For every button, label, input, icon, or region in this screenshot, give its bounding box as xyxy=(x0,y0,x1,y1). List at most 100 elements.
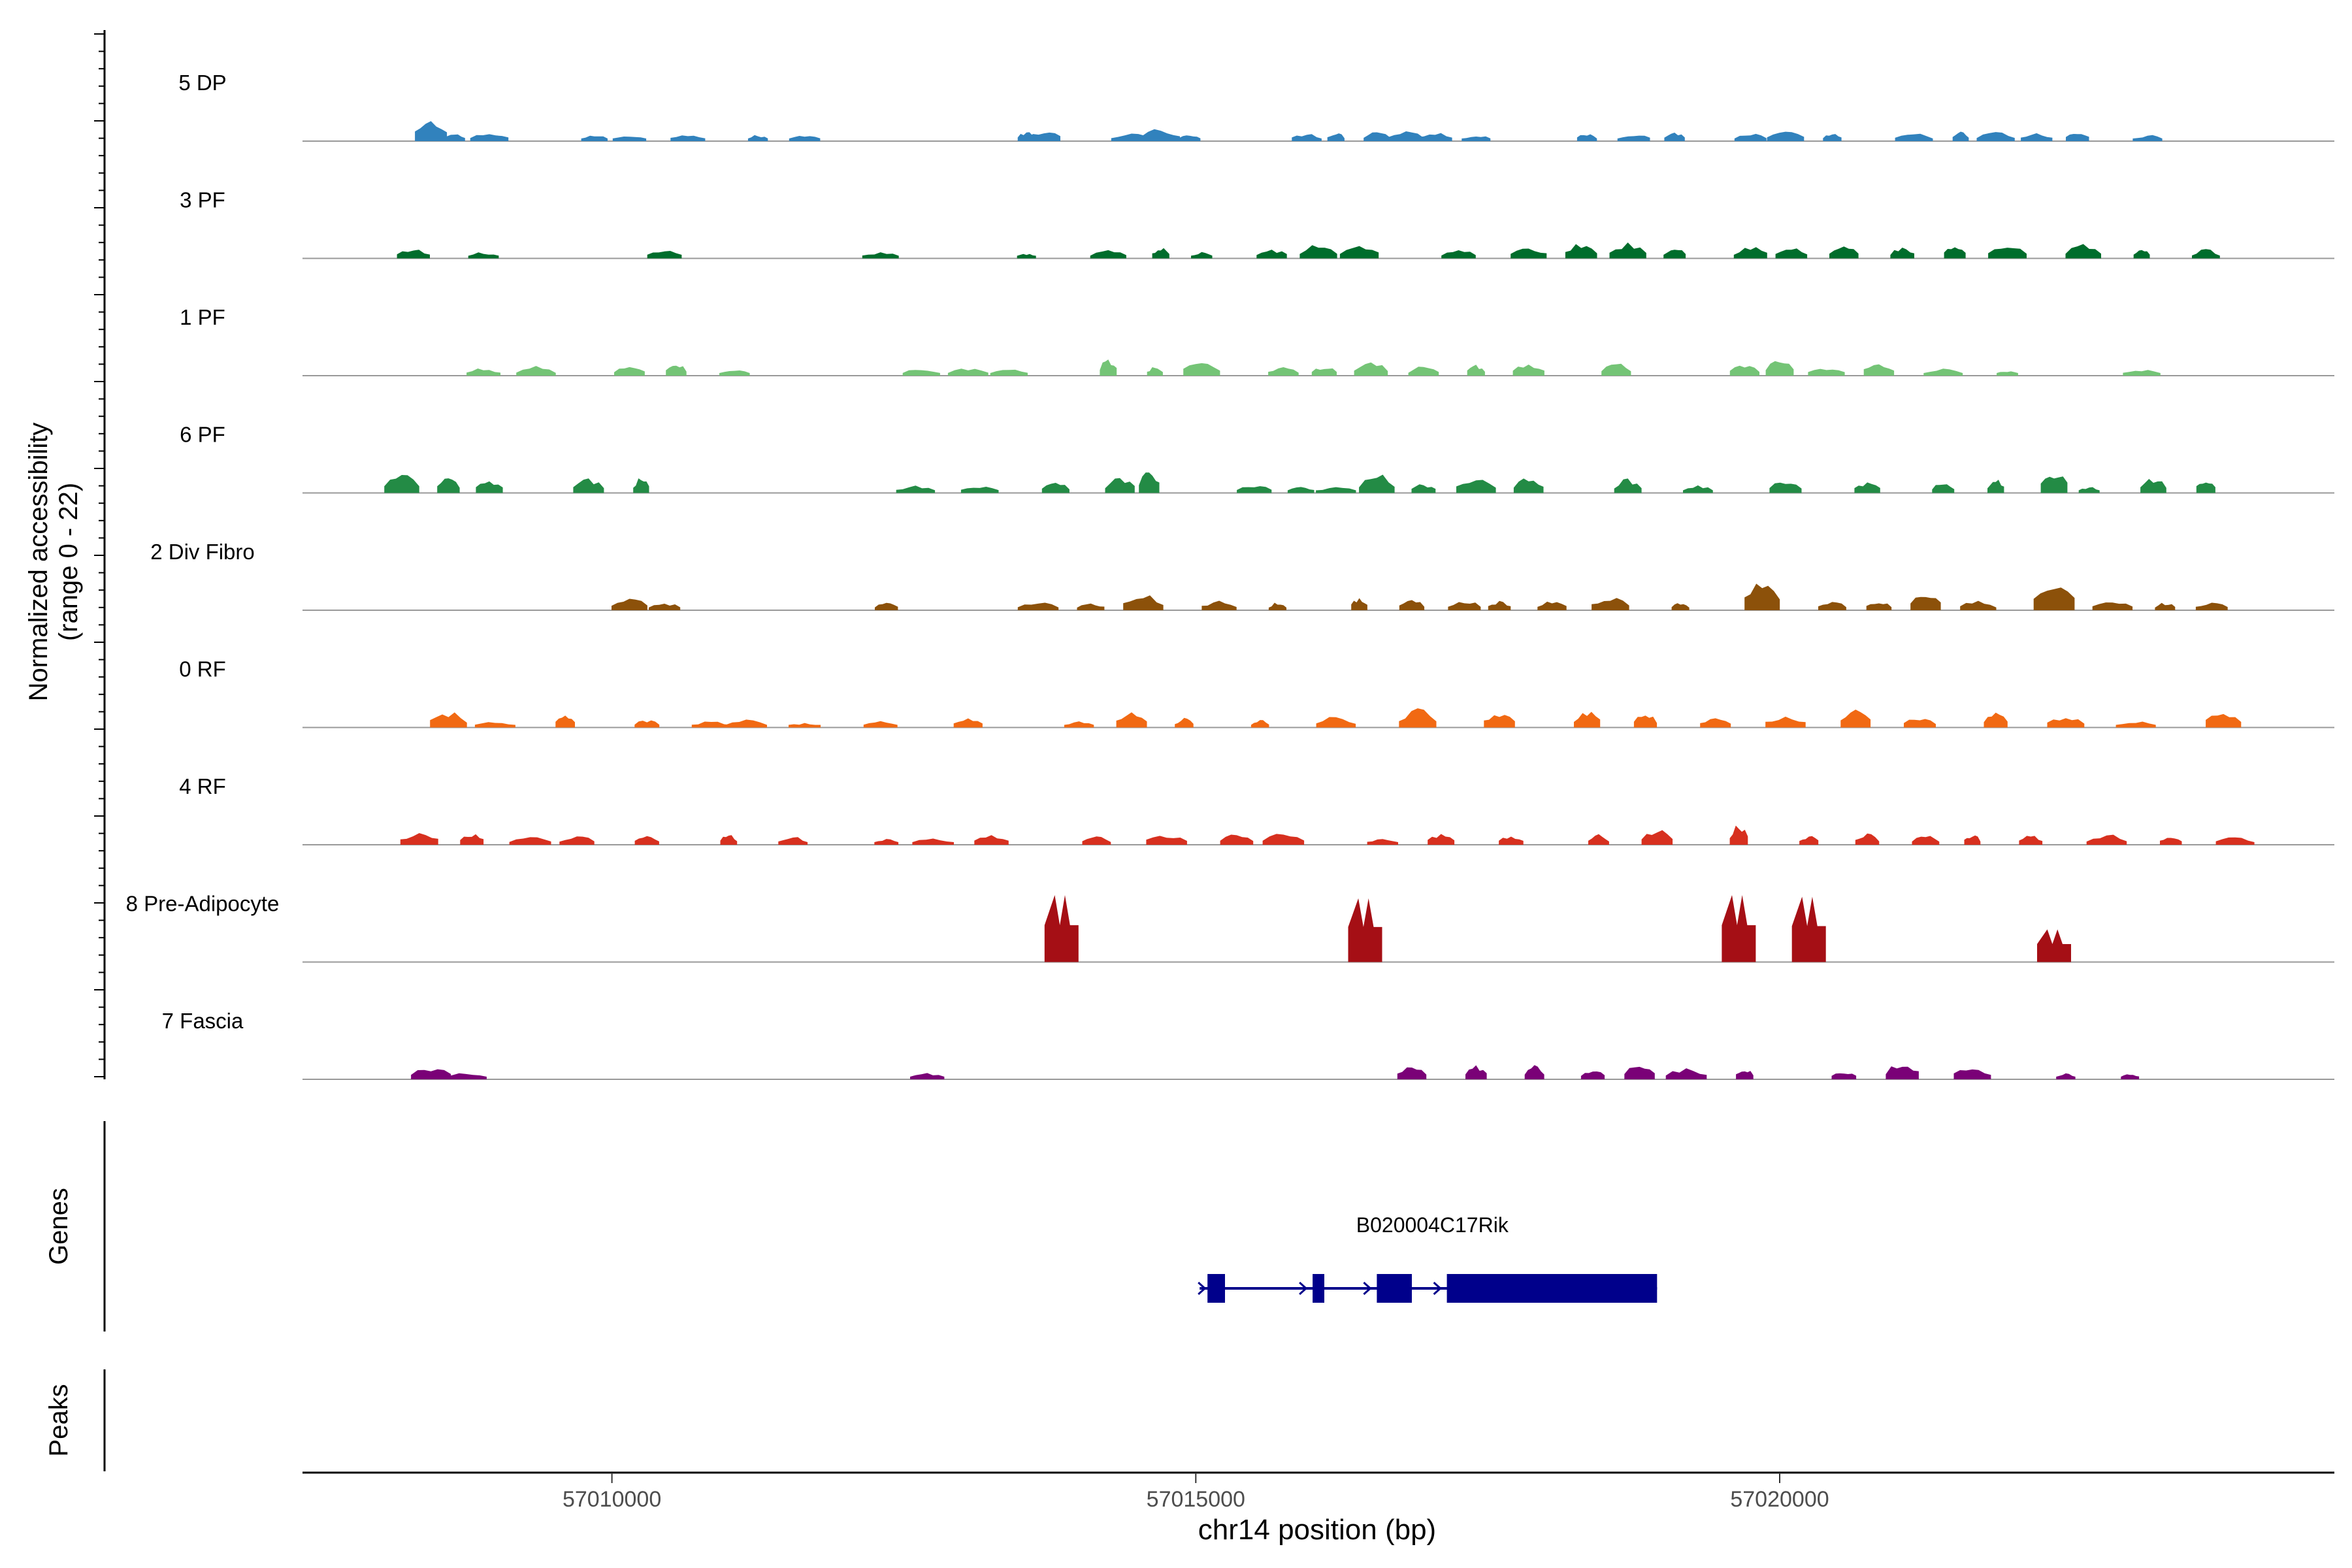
coverage-peak xyxy=(1700,718,1731,728)
coverage-peak xyxy=(509,837,551,845)
coverage-peak xyxy=(1141,129,1180,141)
coverage-peak xyxy=(1100,359,1117,376)
coverage-peak xyxy=(947,368,988,376)
coverage-peak xyxy=(555,715,575,728)
coverage-peak xyxy=(960,487,999,493)
coverage-peak xyxy=(1339,246,1379,259)
coverage-peak xyxy=(1311,368,1337,376)
coverage-peak xyxy=(1512,365,1544,376)
coverage-peak xyxy=(1733,247,1767,259)
coverage-peak xyxy=(1041,483,1070,493)
coverage-peak xyxy=(2086,834,2127,845)
coverage-peak xyxy=(1641,830,1673,845)
track-label: 0 RF xyxy=(179,657,226,681)
coverage-peak xyxy=(1953,1069,1991,1079)
coverage-peak xyxy=(1565,244,1597,259)
coverage-peak xyxy=(647,251,682,259)
coverage-peak xyxy=(476,481,503,493)
coverage-peak xyxy=(1411,484,1436,493)
peaks-axis-title: Peaks xyxy=(44,1384,73,1456)
coverage-peak xyxy=(953,718,983,728)
coverage-peak xyxy=(384,475,419,493)
coverage-peak xyxy=(1316,487,1356,493)
coverage-peak xyxy=(1886,1066,1919,1079)
gene-model: B020004C17Rik xyxy=(1198,1213,1658,1303)
coverage-peak xyxy=(1729,365,1759,376)
coverage-peak xyxy=(1220,834,1254,845)
coverage-panel: Normalized accessibility (range 0 - 22) … xyxy=(24,30,2334,1080)
coverage-peak xyxy=(1791,896,1826,962)
coverage-peak xyxy=(1467,365,1485,376)
coverage-peak xyxy=(1592,598,1629,610)
coverage-peak xyxy=(875,602,898,610)
coverage-peak xyxy=(1987,480,2004,493)
coverage-peak xyxy=(1964,835,1981,845)
coverage-peak xyxy=(1448,602,1481,610)
coverage-peak xyxy=(2155,602,2176,610)
coverage-peak xyxy=(2047,718,2085,728)
coverage-peak xyxy=(1256,250,1287,259)
coverage-peak xyxy=(1351,598,1367,610)
coverage-peak xyxy=(1923,368,1963,376)
coverage-peak xyxy=(725,719,767,728)
track-label: 6 PF xyxy=(180,423,225,447)
track: 2 Div Fibro xyxy=(150,540,2334,611)
coverage-peak xyxy=(2160,838,2182,845)
coverage-peak xyxy=(1105,478,1135,493)
coverage-peak xyxy=(1044,895,1079,962)
coverage-peak xyxy=(460,834,484,845)
coverage-peak xyxy=(1854,482,1880,493)
track-label: 5 DP xyxy=(178,71,226,95)
coverage-peak xyxy=(1866,603,1892,610)
strand-arrow xyxy=(1198,1281,1207,1296)
coverage-peak xyxy=(634,836,659,845)
coverage-peak xyxy=(1744,583,1780,610)
track-label: 3 PF xyxy=(180,188,225,212)
coverage-peak xyxy=(1147,367,1163,376)
coverage-peak xyxy=(516,366,556,376)
coverage-peak xyxy=(1829,246,1859,259)
coverage-peak xyxy=(2133,250,2150,259)
coverage-peak xyxy=(2121,1074,2140,1079)
track: 7 Fascia xyxy=(162,1009,2334,1080)
coverage-peak xyxy=(1077,603,1105,610)
coverage-peak xyxy=(789,136,821,141)
coverage-peak xyxy=(1116,712,1147,728)
coverage-peak xyxy=(912,838,954,845)
track-label: 8 Pre-Adipocyte xyxy=(126,892,280,916)
coverage-peak xyxy=(910,1073,945,1079)
coverage-peak xyxy=(614,367,645,376)
y-axis-title-line1: Normalized accessibility xyxy=(24,423,53,702)
x-axis-tick-label: 57020000 xyxy=(1730,1487,1829,1512)
coverage-peak xyxy=(2019,836,2043,845)
coverage-peak xyxy=(1090,250,1126,259)
coverage-peak xyxy=(2033,587,2075,610)
coverage-peak xyxy=(1729,825,1748,845)
coverage-peak xyxy=(633,478,649,493)
track-label: 7 Fascia xyxy=(162,1009,244,1033)
coverage-peak xyxy=(2040,476,2068,493)
track-label: 2 Div Fibro xyxy=(150,540,255,564)
coverage-peak xyxy=(470,134,509,141)
coverage-peak xyxy=(1665,1068,1707,1079)
track-label: 1 PF xyxy=(180,305,225,329)
coverage-y-axis-ticks xyxy=(94,33,105,1077)
coverage-peak xyxy=(1734,133,1767,141)
coverage-peak xyxy=(1580,1071,1605,1079)
coverage-peak xyxy=(1818,602,1846,610)
coverage-peak xyxy=(1904,719,1936,728)
coverage-peak xyxy=(1428,834,1455,845)
coverage-peak xyxy=(1082,836,1111,845)
gene-exon xyxy=(1446,1274,1658,1303)
coverage-peak xyxy=(1367,839,1398,845)
coverage-peak xyxy=(2123,370,2161,376)
coverage-peak xyxy=(1574,711,1601,728)
strand-arrow xyxy=(1433,1281,1442,1296)
coverage-peak xyxy=(1175,717,1194,728)
track: 0 RF xyxy=(179,657,2334,728)
coverage-peak xyxy=(2206,713,2242,728)
coverage-peak xyxy=(2140,479,2166,493)
coverage-peak xyxy=(1617,135,1650,141)
track: 8 Pre-Adipocyte xyxy=(126,892,2334,963)
coverage-peak xyxy=(2066,134,2089,141)
